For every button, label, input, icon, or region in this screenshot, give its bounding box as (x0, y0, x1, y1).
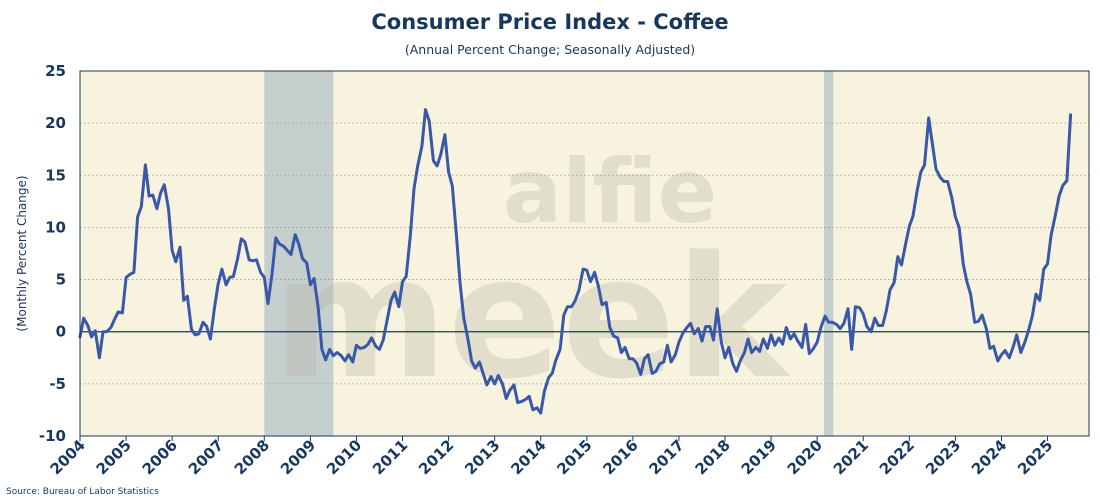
y-tick-label: 0 (56, 323, 66, 341)
y-tick-label: -5 (49, 375, 66, 393)
x-tick-label: 2016 (599, 436, 641, 478)
y-tick-label: -10 (39, 427, 66, 445)
series-layer (78, 108, 1073, 415)
series-line-1 (78, 108, 1073, 415)
x-tick-label: 2021 (830, 436, 872, 478)
x-tick-label: 2005 (93, 436, 135, 478)
x-tick-label: 2010 (323, 436, 365, 478)
chart-title: Consumer Price Index - Coffee (371, 10, 728, 34)
x-tick-label: 2013 (461, 436, 503, 478)
watermark: alfie meek (273, 140, 791, 416)
gridlines (80, 122, 1089, 385)
x-axis-ticks: 2004 2005 2006 2007 2008 2009 2010 2011 2012 2013… (47, 436, 1056, 478)
x-tick-label: 2024 (968, 436, 1010, 478)
x-tick-label: 2006 (139, 436, 181, 478)
watermark-line-1: alfie (503, 140, 717, 243)
y-tick-label: 5 (56, 271, 66, 289)
x-tick-label: 2009 (277, 436, 319, 478)
y-tick-label: 20 (45, 114, 66, 132)
x-tick-label: 2012 (415, 436, 457, 478)
x-tick-label: 2017 (646, 436, 688, 478)
y-axis-label: (Monthly Percent Change) (15, 175, 29, 331)
x-tick-label: 2015 (553, 436, 595, 478)
chart-subtitle: (Annual Percent Change; Seasonally Adjus… (405, 42, 695, 57)
x-tick-label: 2011 (369, 436, 411, 478)
x-tick-label: 2020 (784, 436, 826, 478)
watermark-line-2: meek (273, 220, 791, 416)
x-tick-label: 2022 (876, 436, 918, 478)
source-note: Source: Bureau of Labor Statistics (6, 487, 159, 497)
x-tick-label: 2014 (507, 436, 549, 478)
x-tick-label: 2023 (922, 436, 964, 478)
recession-band-1 (264, 71, 334, 436)
x-tick-label: 2008 (231, 436, 273, 478)
y-tick-label: 25 (45, 62, 66, 80)
recession-shading (264, 71, 834, 436)
y-tick-label: 15 (45, 166, 66, 184)
recession-band-2 (824, 71, 834, 436)
x-tick-label: 2007 (185, 436, 227, 478)
x-tick-label: 2019 (738, 436, 780, 478)
y-tick-label: 10 (45, 218, 66, 236)
plot-frame (79, 70, 1090, 437)
y-axis-ticks: 25 20 15 10 5 0 -5 -10 (39, 62, 66, 445)
x-tick-label: 2025 (1014, 436, 1056, 478)
x-tick-label: 2018 (692, 436, 734, 478)
